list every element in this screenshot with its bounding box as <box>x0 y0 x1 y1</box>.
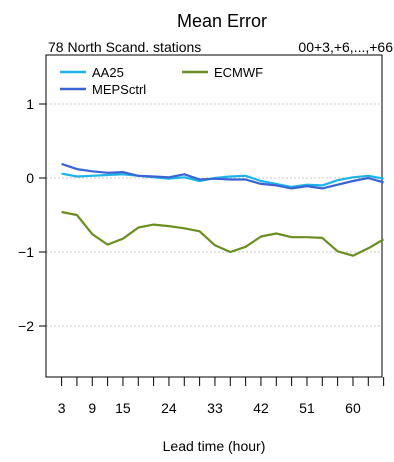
chart-subtitle-right: 00+3,+6,...,+66 <box>298 39 393 55</box>
x-axis: 3 9 15 24 33 42 51 60 <box>58 377 385 416</box>
plot-area-frame <box>45 54 383 378</box>
series-lines <box>61 162 385 257</box>
x-tick-label: 60 <box>345 400 361 416</box>
grid-lines <box>46 103 382 327</box>
chart-title: Mean Error <box>177 11 267 31</box>
x-tick-label: 51 <box>299 400 315 416</box>
x-tick-label: 3 <box>58 400 66 416</box>
chart-subtitle-left: 78 North Scand. stations <box>48 39 201 55</box>
legend: AA25 MEPSctrl ECMWF <box>60 65 263 97</box>
y-tick-label: −1 <box>18 244 34 260</box>
series-line-mepsctrl <box>61 162 384 190</box>
legend-label: AA25 <box>92 65 124 80</box>
x-tick-label: 15 <box>115 400 131 416</box>
x-tick-label: 42 <box>253 400 269 416</box>
y-tick-label: 1 <box>26 96 34 112</box>
legend-label: ECMWF <box>214 65 263 80</box>
x-tick-label: 33 <box>207 400 223 416</box>
x-tick-label: 24 <box>161 400 177 416</box>
x-axis-label: Lead time (hour) <box>163 438 266 454</box>
y-axis: 1 0 −1 −2 <box>18 96 46 334</box>
x-tick-label: 9 <box>88 400 96 416</box>
y-tick-label: 0 <box>26 170 34 186</box>
y-tick-label: −2 <box>18 318 34 334</box>
legend-label: MEPSctrl <box>92 82 146 97</box>
series-line-ecmwf <box>61 210 385 257</box>
series-line-aa25 <box>61 172 384 188</box>
